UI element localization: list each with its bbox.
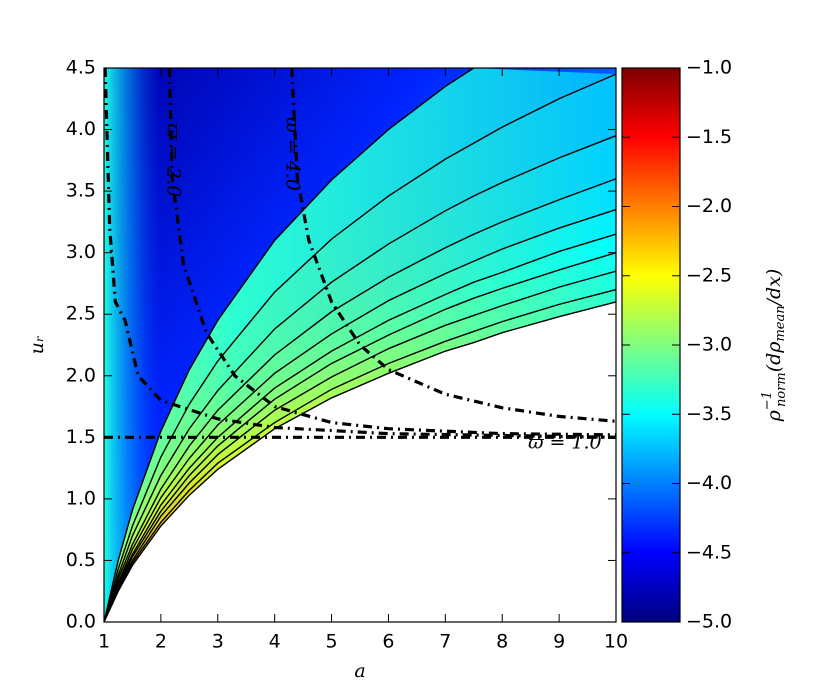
y-tick-label: 4.0 — [66, 118, 96, 140]
colorbar-tick-label: −2.0 — [686, 195, 732, 217]
x-tick-label: 1 — [98, 631, 110, 653]
y-tick-label: 1.0 — [66, 487, 96, 509]
x-tick-label: 3 — [212, 631, 224, 653]
field-band — [104, 74, 616, 622]
y-axis-label: uᵣ — [26, 335, 48, 354]
label-part: (dρ — [763, 341, 785, 373]
y-tick-label: 4.5 — [66, 57, 96, 79]
contour-line — [104, 288, 616, 622]
y-tick-label: 0.5 — [66, 549, 96, 571]
x-axis-label: a — [354, 660, 365, 682]
colorbar — [621, 67, 681, 623]
colorbar-tick-label: −4.5 — [686, 541, 732, 563]
x-tick-label: 4 — [269, 631, 281, 653]
plot-frame — [103, 67, 617, 623]
colorbar-tick-label: −3.0 — [686, 334, 732, 356]
field-band — [104, 178, 616, 622]
contour-line — [104, 178, 616, 622]
label-part: ρ — [763, 409, 785, 422]
y-tick-label: 3.0 — [66, 241, 96, 263]
x-tick-label: 10 — [604, 631, 628, 653]
x-tick-label: 5 — [326, 631, 338, 653]
colorbar-tick-label: −4.0 — [686, 472, 732, 494]
label-part: −1 — [760, 391, 775, 410]
x-tick-label: 8 — [496, 631, 508, 653]
y-tick-label: 2.5 — [66, 303, 96, 325]
y-tick-label: 1.5 — [66, 426, 96, 448]
label-part: /dx) — [763, 269, 785, 308]
colorbar-label: ρ−1norm(dρmean/dx) — [760, 269, 789, 423]
contour-label: ϖ = 2.0 — [162, 123, 184, 197]
label-part: mean — [773, 305, 788, 341]
contour-line — [104, 251, 616, 622]
colorbar-tick-label: −1.0 — [686, 57, 732, 79]
field-band — [104, 135, 616, 622]
colorbar-tick-label: −2.5 — [686, 264, 732, 286]
y-tick-label: 0.0 — [66, 611, 96, 633]
x-tick-label: 2 — [155, 631, 167, 653]
label-part: norm — [774, 372, 789, 407]
y-tick-label: 3.5 — [66, 180, 96, 202]
contour-line — [104, 233, 616, 622]
contour-label: ϖ = 1.0 — [528, 431, 602, 453]
contour-line — [104, 73, 616, 622]
dashed-contour — [290, 68, 616, 423]
x-tick-label: 7 — [439, 631, 451, 653]
contour-line — [104, 68, 475, 622]
dashed-contour — [104, 68, 616, 439]
contour-line — [104, 270, 616, 622]
colorbar-tick-label: −3.5 — [686, 403, 732, 425]
colorbar-tick-label: −1.5 — [686, 126, 732, 148]
field-empty — [104, 301, 616, 622]
x-tick-label: 9 — [553, 631, 565, 653]
contour-label: ϖ = 4.0 — [282, 117, 304, 191]
field-band — [104, 68, 616, 622]
contour-line — [104, 208, 616, 622]
plot-area — [104, 68, 616, 622]
dashed-contour — [167, 68, 616, 437]
x-tick-label: 6 — [382, 631, 394, 653]
colorbar-tick-label: −5.0 — [686, 611, 732, 633]
axes: 1 2 3 4 5 6 7 8 9 10 0.0 0.5 1.0 1.5 2.0 2.5 3.0 3.5 4.0 4.… — [66, 57, 732, 653]
y-tick-label: 2.0 — [66, 364, 96, 386]
contour-line — [104, 135, 616, 622]
